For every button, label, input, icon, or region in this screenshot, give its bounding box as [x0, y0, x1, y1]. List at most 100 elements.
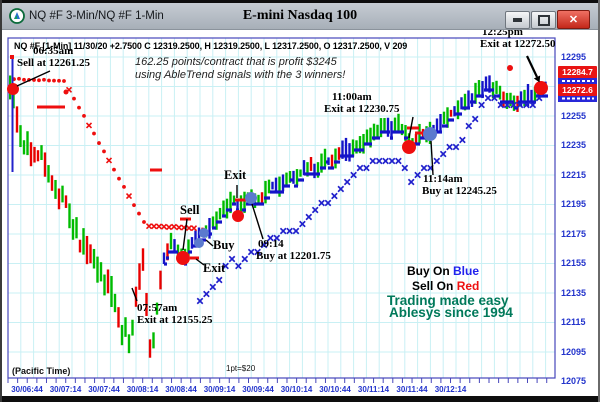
signal-line1: Sell	[180, 203, 200, 217]
x-tick-label: 30/10:44	[319, 385, 351, 394]
signal-annotation-exit-label-low: Exit	[203, 261, 226, 275]
red-stop-trail	[12, 76, 198, 232]
signal-annotation-0635-sell: 06:35am Sell at 12261.25	[17, 45, 90, 69]
y-tick-label: 12155	[561, 258, 587, 268]
buy-dot	[245, 192, 257, 204]
ablesys-logo-icon	[9, 8, 25, 24]
signal-arrow	[205, 239, 214, 247]
x-tick-label: 30/06:44	[11, 385, 43, 394]
red-stop-bar	[407, 126, 419, 130]
signal-arrow	[131, 287, 138, 302]
signal-line1: 11:14am	[423, 173, 463, 185]
buy-dot	[199, 228, 209, 238]
y-tick-label: 12255	[561, 110, 587, 121]
point-value-label: 1pt=$20	[226, 364, 256, 373]
y-tick-label: 12095	[561, 346, 587, 357]
red-stop-bar	[37, 105, 65, 109]
signal-arrow	[251, 203, 264, 240]
arrow-head	[533, 75, 541, 83]
signal-line1: Exit	[203, 261, 226, 275]
x-tick-label: 30/07:14	[49, 385, 82, 394]
red-stop-bar	[150, 168, 162, 172]
signal-line1: Buy	[213, 238, 235, 252]
close-button[interactable]: ✕	[557, 10, 590, 29]
minimize-icon	[513, 18, 522, 22]
grid	[7, 38, 555, 378]
x-tick-label: 30/12:14	[434, 385, 467, 394]
sell-dot	[534, 81, 548, 95]
signal-line1: 06:35am	[33, 45, 74, 57]
price-tag: 12284.7	[558, 66, 597, 79]
signal-arrow	[182, 218, 188, 251]
y-tick-label: 12235	[561, 140, 587, 150]
window-frame-top	[0, 0, 600, 3]
signal-annotation-1114-buy: 11:14am Buy at 12245.25	[422, 173, 497, 197]
window-frame-right	[598, 0, 600, 402]
window-title: NQ #F 3-Min/NQ #F 1-Min	[29, 10, 164, 22]
signal-annotation-buy-label: Buy	[213, 238, 235, 252]
maximize-button[interactable]	[531, 11, 556, 29]
y-tick-label: 12135	[561, 287, 587, 298]
legend-buy-prefix: Buy On	[407, 264, 454, 278]
signal-line2: Buy at 12201.75	[256, 250, 331, 262]
legend-buy-word: Blue	[453, 264, 480, 278]
signal-line1: Exit	[224, 168, 247, 182]
signal-line1: 07:57am	[137, 302, 178, 314]
price-tag: 12272.6	[558, 84, 597, 97]
legend-buy: Buy On Blue	[407, 264, 479, 278]
window-frame-left	[0, 0, 2, 402]
x-tick-label: 30/07:44	[88, 385, 120, 394]
buy-dot	[423, 127, 437, 141]
sell-dot	[402, 140, 416, 154]
y-tick-label: 12175	[561, 228, 587, 239]
timezone-label: (Pacific Time)	[12, 366, 71, 376]
profit-note-line1: 162.25 points/contract that is profit $3…	[135, 56, 337, 68]
sell-dot	[176, 251, 190, 265]
signal-line2: Buy at 12245.25	[422, 185, 497, 197]
red-stop-bar	[235, 198, 248, 202]
signal-line2: Exit at 12155.25	[137, 314, 213, 326]
note-bullet	[10, 55, 14, 59]
y-tick-label: 12115	[561, 317, 586, 327]
small-red-dot	[507, 65, 513, 71]
legend-tagline2: Ablesys since 1994	[389, 305, 513, 320]
red-stop-bar	[190, 256, 199, 260]
x-tick-label: 30/11:44	[396, 385, 428, 394]
x-tick-label: 30/08:44	[165, 385, 197, 394]
sell-dot	[7, 83, 19, 95]
blue-trail	[196, 94, 543, 305]
signal-arrow	[195, 258, 205, 266]
signal-annotation-sell-label: Sell	[180, 203, 200, 217]
profit-note: 162.25 points/contract that is profit $3…	[135, 56, 345, 82]
signal-line2: Exit at 12230.75	[324, 103, 400, 115]
red-stop-bar	[180, 217, 191, 221]
chart-border	[7, 37, 556, 379]
x-tick-label: 30/10:14	[280, 385, 313, 394]
signal-annotation-0914-buy: 09:14 Buy at 12201.75	[256, 238, 331, 262]
small-red-dot	[63, 89, 69, 95]
y-tick-label: 12295	[561, 51, 587, 62]
legend-tagline1: Trading made easy	[387, 293, 509, 308]
signal-arrow	[430, 140, 434, 176]
x-tick-label: 30/09:14	[203, 385, 236, 394]
minimize-button[interactable]	[505, 11, 530, 29]
y-tick-label: 12195	[561, 199, 587, 209]
quote-bar: NQ #F [1-Min] 11/30/20 +2.7500 C 12319.2…	[14, 41, 408, 51]
signal-annotation-0757-exit: 07:57am Exit at 12155.25	[137, 302, 212, 326]
signal-markers	[7, 65, 548, 265]
signal-arrow	[16, 70, 51, 87]
signal-line1: 09:14	[258, 238, 284, 250]
sell-dot	[232, 210, 244, 222]
title-bar[interactable]: NQ #F 3-Min/NQ #F 1-Min E-mini Nasdaq 10…	[2, 3, 598, 30]
profit-note-line2: using AbleTrend signals with the 3 winne…	[135, 69, 346, 81]
instrument-title: E-mini Nasdaq 100	[242, 8, 358, 23]
buy-dot	[194, 238, 204, 248]
x-tick-label: 30/11:14	[357, 385, 390, 394]
signal-line1: 11:00am	[332, 91, 372, 103]
legend-sell-word: Red	[456, 279, 480, 293]
legend-sell: Sell On Red	[412, 279, 479, 293]
signal-line2: Sell at 12261.25	[17, 57, 91, 69]
x-tick-label: 30/08:14	[126, 385, 159, 394]
